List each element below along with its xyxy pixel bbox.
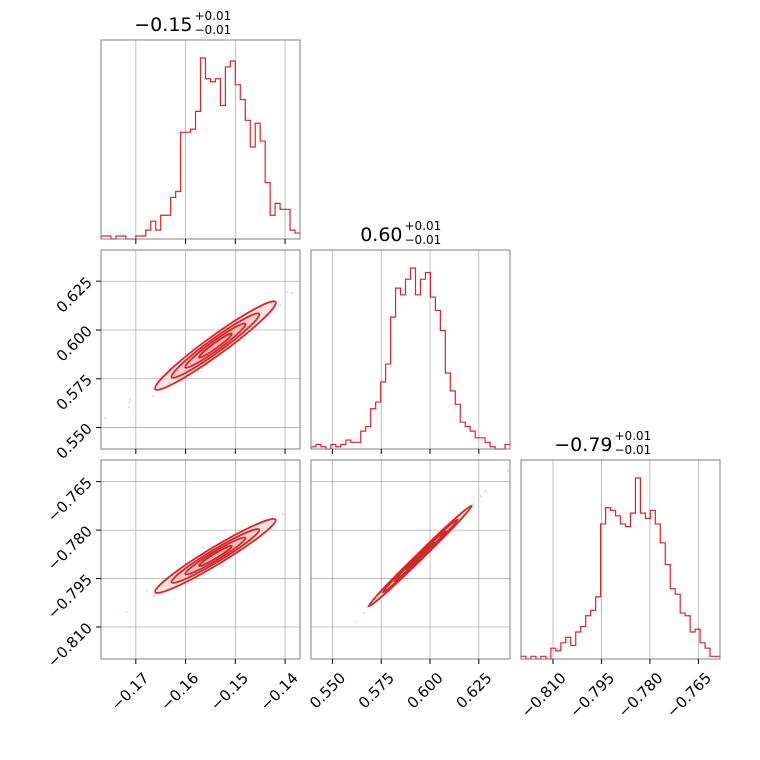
scatter-point — [304, 498, 306, 500]
scatter-panel-0 — [101, 250, 300, 449]
tick-label-y: 0.575 — [53, 371, 96, 414]
tick-label-x: −0.780 — [615, 669, 667, 721]
tick-label-y: 0.600 — [53, 322, 96, 365]
tick-label-x: −0.810 — [518, 669, 570, 721]
panel-title: −0.79 +0.01−0.01 — [554, 429, 651, 457]
tick-label-x: 0.575 — [355, 669, 398, 712]
scatter-point — [193, 555, 195, 557]
title-upper-error: +0.01 — [405, 219, 442, 233]
scatter-point — [279, 304, 281, 306]
title-value: −0.79 — [554, 434, 612, 456]
scatter-point — [128, 406, 130, 408]
tick-label-x: 0.600 — [404, 669, 447, 712]
scatter-point — [355, 621, 357, 623]
tick-label-x: −0.795 — [566, 669, 618, 721]
title-lower-error: −0.01 — [405, 233, 442, 247]
scatter-point — [104, 417, 106, 419]
title-value: −0.15 — [134, 14, 192, 36]
scatter-point — [282, 513, 284, 515]
tick-label-y: −0.795 — [44, 571, 96, 623]
tick-label-x: −0.765 — [663, 669, 715, 721]
scatter-point — [146, 589, 148, 591]
scatter-point — [152, 395, 154, 397]
hist-panel-1 — [311, 250, 510, 449]
scatter-point — [202, 546, 204, 548]
tick-label-x: −0.14 — [257, 669, 302, 714]
tick-label-y: −0.810 — [44, 619, 96, 671]
scatter-point — [125, 611, 127, 613]
panel-background — [311, 250, 510, 449]
scatter-point — [191, 347, 193, 349]
panel-title: −0.15 +0.01−0.01 — [134, 9, 231, 37]
tick-label-y: −0.765 — [44, 474, 96, 526]
tick-label-x: −0.16 — [157, 669, 202, 714]
scatter-panel-1 — [101, 460, 306, 659]
tick-label-x: −0.15 — [207, 669, 252, 714]
title-lower-error: −0.01 — [615, 443, 652, 457]
panel-title: 0.60 +0.01−0.01 — [360, 219, 441, 247]
tick-label-x: 0.550 — [306, 669, 349, 712]
scatter-panel-2 — [311, 460, 510, 659]
scatter-point — [484, 490, 486, 492]
scatter-point — [480, 495, 482, 497]
scatter-point — [273, 309, 275, 311]
tick-label-y: −0.780 — [44, 522, 96, 574]
title-upper-error: +0.01 — [195, 9, 232, 23]
tick-label-y: 0.625 — [53, 273, 96, 316]
scatter-point — [472, 503, 474, 505]
scatter-point — [507, 470, 509, 472]
tick-label-x: 0.625 — [452, 669, 495, 712]
title-lower-error: −0.01 — [195, 23, 232, 37]
tick-label-y: 0.550 — [53, 420, 96, 463]
scatter-point — [363, 612, 365, 614]
tick-label-x: −0.17 — [107, 669, 152, 714]
hist-panel-0 — [101, 40, 300, 239]
scatter-point — [221, 565, 223, 567]
panel-background — [311, 460, 510, 659]
hist-panel-2 — [521, 460, 720, 659]
title-value: 0.60 — [360, 224, 402, 246]
scatter-point — [129, 399, 131, 401]
scatter-point — [291, 292, 293, 294]
scatter-point — [366, 606, 368, 608]
title-upper-error: +0.01 — [615, 429, 652, 443]
scatter-point — [286, 291, 288, 293]
scatter-point — [153, 595, 155, 597]
scatter-point — [128, 402, 130, 404]
